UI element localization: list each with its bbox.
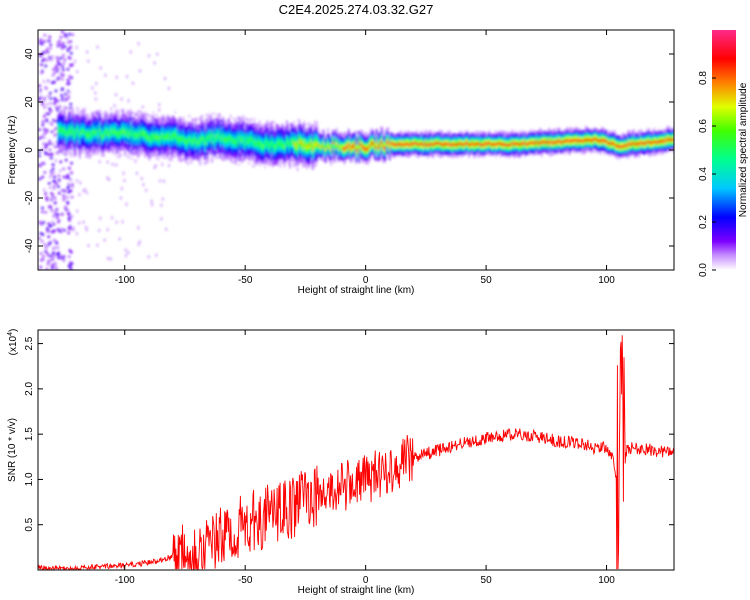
- y-tick-label: 2.5: [24, 336, 35, 350]
- spectrogram-x-axis: -100 -50 0 50 100: [115, 30, 615, 286]
- spectrogram-y-axis: -40 -20 0 20 40: [24, 48, 674, 253]
- snr-y-multiplier: (x104): [7, 329, 19, 356]
- snr-y-axis: 0.5 1.0 1.5 2.0 2.5: [24, 336, 674, 532]
- x-tick-label: -50: [238, 575, 253, 586]
- snr-x-label: Height of straight line (km): [298, 585, 415, 596]
- x-tick-label: 0: [363, 575, 369, 586]
- spectrogram-heatmap: [38, 30, 674, 270]
- snr-y-label: SNR (10 * v/v): [7, 418, 18, 482]
- colorbar-tick-label: 0.8: [698, 71, 709, 85]
- snr-x-axis: -100 -50 0 50 100: [115, 330, 615, 586]
- y-tick-label: 0: [24, 147, 35, 153]
- x-tick-label: 50: [481, 575, 493, 586]
- y-tick-label: 1.0: [24, 472, 35, 486]
- y-tick-label: -40: [24, 238, 35, 253]
- spectrogram-panel: -100 -50 0 50 100 -40 -20 0 20 40 Height of stra…: [7, 29, 675, 296]
- x-tick-label: 100: [598, 575, 615, 586]
- colorbar-ticks: 0.0 0.2 0.4 0.6 0.8: [698, 71, 716, 277]
- y-tick-label: 2.0: [24, 381, 35, 395]
- colorbar-tick-label: 0.0: [698, 263, 709, 277]
- colorbar: 0.0 0.2 0.4 0.6 0.8 Normalized spectral ampl…: [698, 30, 749, 277]
- y-tick-label: 1.5: [24, 427, 35, 441]
- y-tick-label: 40: [24, 48, 35, 60]
- x-tick-label: 50: [481, 275, 493, 286]
- colorbar-tick-label: 0.4: [698, 167, 709, 181]
- y-tick-label: 0.5: [24, 517, 35, 531]
- colorbar-tick-label: 0.6: [698, 119, 709, 133]
- y-tick-label: 20: [24, 96, 35, 108]
- colorbar-tick-label: 0.2: [698, 215, 709, 229]
- x-tick-label: -100: [115, 275, 135, 286]
- colorbar-label: Normalized spectral amplitude: [738, 82, 749, 217]
- spectrogram-y-label: Frequency (Hz): [7, 116, 18, 185]
- figure-title: C2E4.2025.274.03.32.G27: [279, 2, 434, 17]
- y-tick-label: -20: [24, 190, 35, 205]
- x-tick-label: 0: [363, 275, 369, 286]
- x-tick-label: 100: [598, 275, 615, 286]
- spectrogram-x-label: Height of straight line (km): [298, 285, 415, 296]
- x-tick-label: -100: [115, 575, 135, 586]
- x-tick-label: -50: [238, 275, 253, 286]
- snr-frame: [37, 329, 675, 571]
- colorbar-gradient: [712, 30, 736, 270]
- snr-series-line: [37, 335, 675, 571]
- snr-panel: -100 -50 0 50 100 0.5 1.0 1.5 2.0 2.5 Height of …: [7, 329, 675, 596]
